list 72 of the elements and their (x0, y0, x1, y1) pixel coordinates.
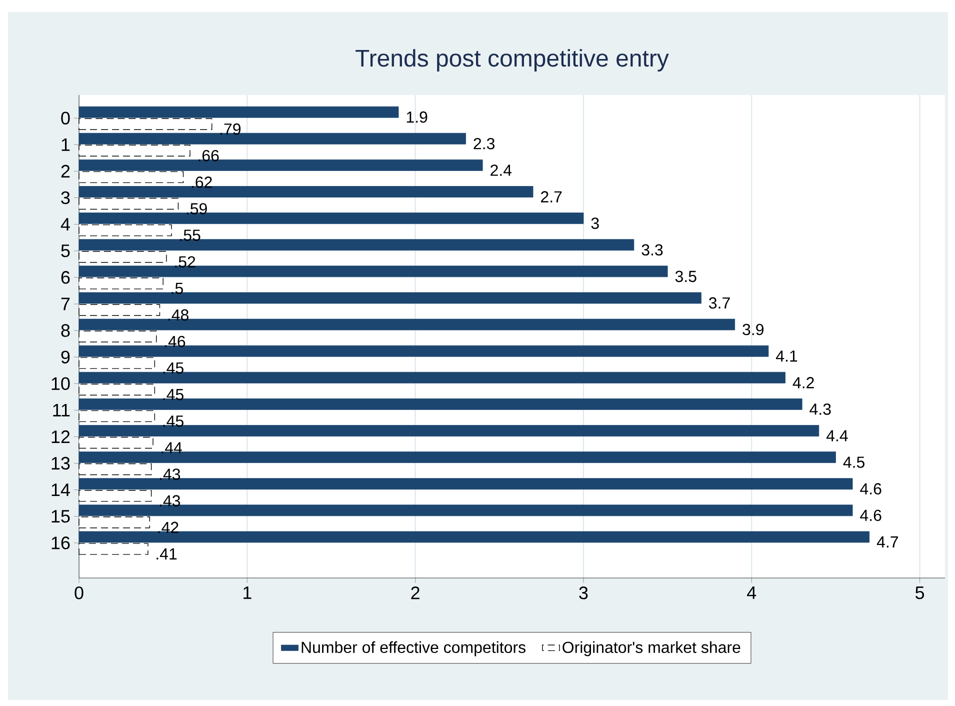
x-tick-label: 0 (74, 586, 84, 600)
y-tick-label: 8 (61, 324, 70, 337)
y-tick-label: 16 (52, 536, 70, 550)
data-label: .59 (186, 203, 207, 214)
bar (78, 186, 534, 198)
y-tick-label: 1 (62, 138, 70, 151)
y-tick-label: 12 (52, 430, 70, 444)
data-label: .55 (180, 230, 200, 241)
y-tick-label: 9 (61, 350, 70, 364)
y-tick-label: 15 (52, 510, 70, 523)
bar (78, 452, 836, 463)
data-label: 4.7 (876, 536, 898, 548)
data-label: 4.3 (810, 404, 831, 415)
data-label: .45 (163, 416, 184, 427)
data-label: 2.7 (541, 191, 562, 202)
data-label: .48 (168, 309, 188, 321)
x-tick-label: 5 (915, 586, 924, 600)
bar (78, 266, 668, 278)
bar (78, 478, 853, 490)
bar (78, 425, 820, 436)
data-label: 2.4 (490, 164, 512, 176)
bar (78, 212, 584, 224)
data-label: 4.1 (776, 350, 798, 362)
data-label: 3.3 (642, 244, 663, 256)
bar (78, 504, 853, 516)
data-label: .52 (175, 256, 196, 268)
data-label: .45 (163, 389, 184, 400)
x-tick-label: 2 (411, 586, 420, 600)
data-label: 4.2 (792, 377, 814, 388)
y-tick-label: 5 (61, 244, 70, 258)
data-label: 3.9 (742, 324, 764, 336)
data-label: .66 (198, 150, 219, 162)
data-label: 3.7 (708, 297, 730, 309)
bar (78, 531, 870, 543)
y-tick-label: 6 (61, 271, 70, 284)
data-label: 1.9 (406, 111, 428, 123)
data-label: 4.5 (843, 456, 864, 468)
data-label: 3.5 (675, 270, 696, 282)
x-tick-label: 1 (244, 586, 252, 599)
bar (78, 292, 702, 304)
data-label: .43 (160, 468, 180, 480)
data-label: 2.3 (474, 138, 494, 150)
data-label: .44 (162, 442, 182, 454)
data-label: .42 (158, 522, 178, 533)
data-label: .45 (163, 362, 184, 374)
data-label: .43 (160, 495, 180, 506)
legend-label: Number of effective competitors (302, 641, 526, 656)
data-label: .62 (192, 176, 212, 188)
data-label: .79 (220, 123, 241, 135)
y-tick-label: 10 (52, 377, 70, 390)
data-label: 4.4 (826, 430, 848, 442)
y-tick-label: 11 (53, 404, 70, 416)
y-tick-label: 14 (52, 484, 70, 496)
bar (78, 239, 634, 251)
y-tick-label: 7 (61, 298, 70, 310)
y-tick-label: 0 (61, 112, 70, 124)
y-tick-label: 2 (61, 164, 70, 178)
legend-label: Originator's market share (562, 641, 740, 656)
data-label: 4.6 (860, 483, 882, 494)
data-label: 3 (591, 218, 599, 229)
y-tick-label: 3 (61, 191, 70, 204)
chart-title: Trends post competitive entry (356, 49, 669, 72)
y-tick-label: 13 (52, 456, 70, 470)
data-label: .5 (172, 282, 183, 294)
data-label: .46 (165, 336, 186, 348)
data-label: .41 (156, 548, 177, 560)
data-label: 4.6 (860, 510, 882, 522)
x-tick-label: 4 (747, 586, 756, 599)
y-tick-label: 4 (60, 218, 70, 230)
bar (78, 106, 399, 118)
bar (78, 160, 483, 171)
x-tick-label: 3 (579, 586, 588, 600)
